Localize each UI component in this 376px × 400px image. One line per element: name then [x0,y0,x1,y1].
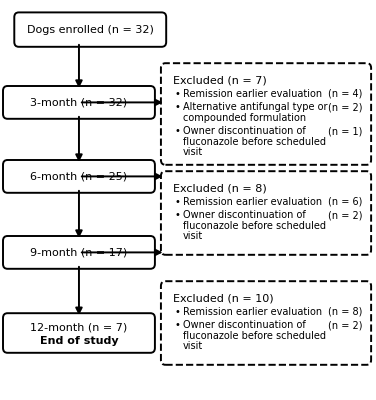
Text: (n = 1): (n = 1) [328,126,362,136]
Text: Remission earlier evaluation: Remission earlier evaluation [183,89,322,99]
Text: Dogs enrolled (n = 32): Dogs enrolled (n = 32) [27,24,154,34]
FancyBboxPatch shape [161,171,371,255]
Text: •: • [175,102,181,112]
Text: (n = 6): (n = 6) [328,197,362,207]
Text: •: • [175,89,181,99]
Text: •: • [175,307,181,317]
Text: •: • [175,320,181,330]
Text: 12-month (n = 7): 12-month (n = 7) [30,322,127,332]
Text: (n = 2): (n = 2) [327,320,362,330]
Text: End of study: End of study [39,336,118,346]
Text: fluconazole before scheduled: fluconazole before scheduled [183,221,326,231]
Text: Remission earlier evaluation: Remission earlier evaluation [183,197,322,207]
FancyBboxPatch shape [3,86,155,119]
FancyBboxPatch shape [161,63,371,165]
Text: •: • [175,197,181,207]
FancyBboxPatch shape [161,281,371,365]
FancyBboxPatch shape [14,12,166,47]
Text: •: • [175,210,181,220]
Text: visit: visit [183,231,203,241]
Text: Owner discontinuation of: Owner discontinuation of [183,210,306,220]
FancyBboxPatch shape [3,236,155,269]
Text: visit: visit [183,147,203,157]
Text: Excluded (n = 10): Excluded (n = 10) [173,293,274,303]
FancyBboxPatch shape [3,160,155,193]
Text: Excluded (n = 7): Excluded (n = 7) [173,75,267,85]
Text: •: • [175,126,181,136]
Text: visit: visit [183,341,203,351]
Text: Remission earlier evaluation: Remission earlier evaluation [183,307,322,317]
Text: 3-month (n = 32): 3-month (n = 32) [30,97,127,107]
Text: Alternative antifungal type or: Alternative antifungal type or [183,102,327,112]
Text: (n = 4): (n = 4) [328,89,362,99]
Text: compounded formulation: compounded formulation [183,113,306,123]
Text: Owner discontinuation of: Owner discontinuation of [183,320,306,330]
Text: fluconazole before scheduled: fluconazole before scheduled [183,331,326,341]
Text: (n = 8): (n = 8) [328,307,362,317]
Text: 9-month (n = 17): 9-month (n = 17) [30,247,127,258]
Text: 6-month (n = 25): 6-month (n = 25) [30,171,127,181]
Text: fluconazole before scheduled: fluconazole before scheduled [183,137,326,147]
Text: Excluded (n = 8): Excluded (n = 8) [173,183,267,193]
Text: (n = 2): (n = 2) [327,210,362,220]
FancyBboxPatch shape [3,313,155,353]
Text: Owner discontinuation of: Owner discontinuation of [183,126,306,136]
Text: (n = 2): (n = 2) [327,102,362,112]
